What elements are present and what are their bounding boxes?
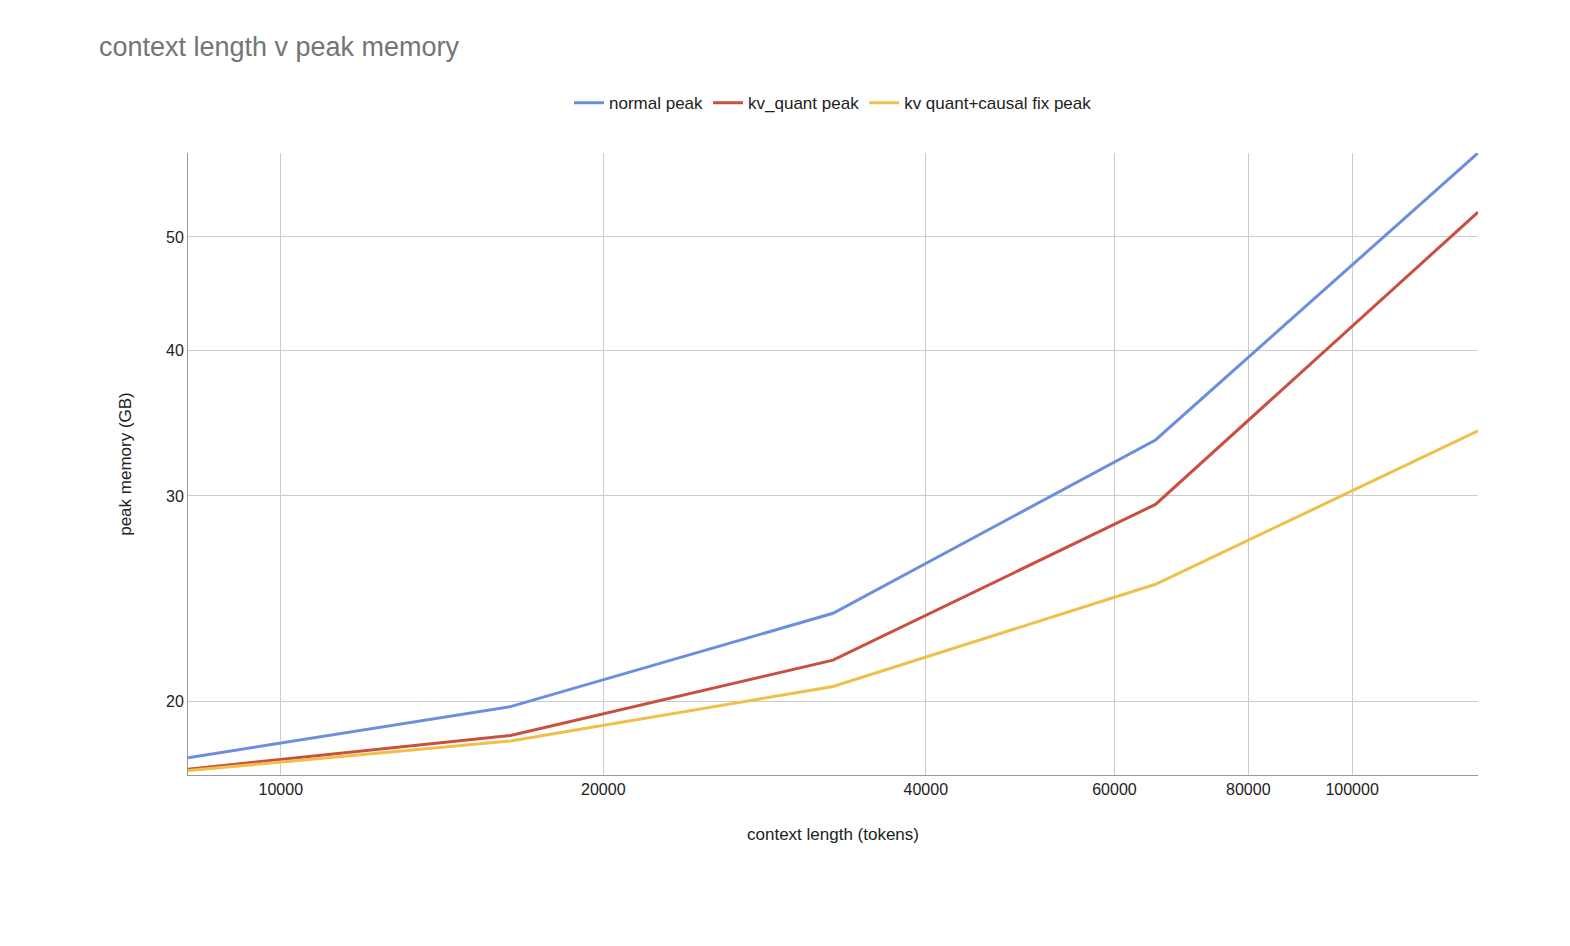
svg-text:80000: 80000	[1226, 781, 1271, 798]
svg-text:context length (tokens): context length (tokens)	[747, 825, 919, 844]
svg-text:kv quant+causal fix peak: kv quant+causal fix peak	[904, 94, 1091, 113]
svg-text:kv_quant peak: kv_quant peak	[748, 94, 859, 113]
svg-text:peak memory (GB): peak memory (GB)	[116, 392, 135, 536]
svg-text:20: 20	[166, 693, 184, 710]
svg-text:10000: 10000	[259, 781, 304, 798]
svg-text:40000: 40000	[904, 781, 949, 798]
svg-text:30: 30	[166, 488, 184, 505]
svg-text:50: 50	[166, 229, 184, 246]
svg-text:60000: 60000	[1092, 781, 1137, 798]
svg-text:20000: 20000	[581, 781, 626, 798]
svg-text:100000: 100000	[1325, 781, 1378, 798]
svg-text:40: 40	[166, 342, 184, 359]
svg-text:normal peak: normal peak	[609, 94, 703, 113]
svg-text:context length v peak memory: context length v peak memory	[99, 32, 460, 62]
